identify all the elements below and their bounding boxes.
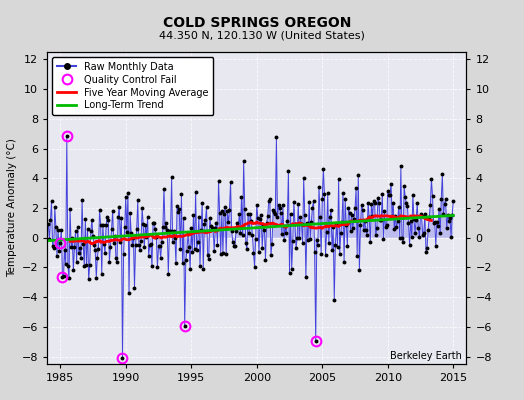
Title: COLD SPRINGS OREGON: COLD SPRINGS OREGON <box>162 16 351 30</box>
Y-axis label: Temperature Anomaly (°C): Temperature Anomaly (°C) <box>7 138 17 278</box>
Text: Berkeley Earth: Berkeley Earth <box>390 351 462 361</box>
Text: 44.350 N, 120.130 W (United States): 44.350 N, 120.130 W (United States) <box>159 30 365 40</box>
Legend: Raw Monthly Data, Quality Control Fail, Five Year Moving Average, Long-Term Tren: Raw Monthly Data, Quality Control Fail, … <box>52 57 213 115</box>
